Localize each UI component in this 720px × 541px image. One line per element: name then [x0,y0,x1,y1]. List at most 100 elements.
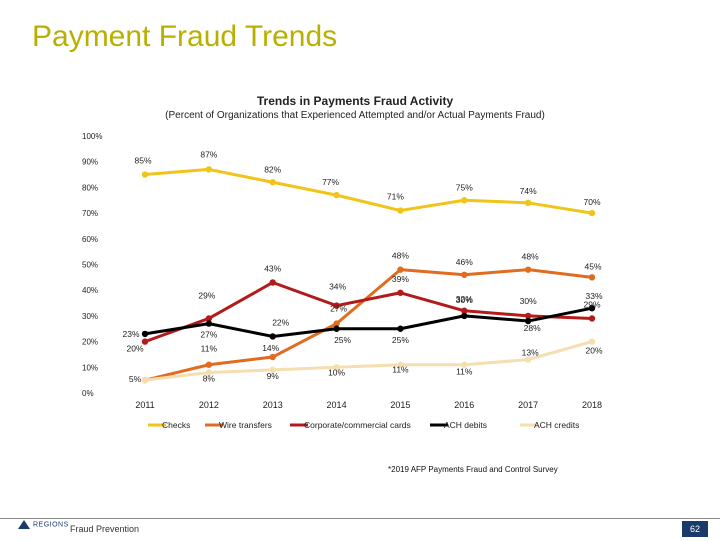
data-point-checks [333,191,340,199]
y-tick-label: 60% [82,235,98,244]
data-point-checks [141,171,149,178]
logo-triangle-icon [18,520,30,529]
x-tick-label: 2015 [390,400,410,410]
y-tick-label: 90% [82,158,98,167]
legend-label-corporate-cards: Corporate/commercial cards [304,420,411,430]
data-label-corporate-cards: 32% [456,294,473,304]
data-label-corporate-cards: 29% [583,299,600,309]
data-label-ach-debits: 23% [122,329,139,339]
data-point-ach-credits [333,364,340,371]
data-point-wire-transfers [269,353,276,361]
data-point-checks [524,199,532,207]
data-point-ach-debits [141,330,149,338]
data-label-checks: 87% [200,149,217,159]
data-point-checks [588,209,596,217]
footer-bar [0,518,720,541]
series-line-checks [144,167,593,215]
data-point-ach-credits [269,366,276,374]
data-label-corporate-cards: 20% [126,344,143,354]
data-point-wire-transfers [461,271,468,278]
y-tick-label: 80% [82,183,98,192]
y-tick-label: 20% [82,338,98,347]
data-point-corporate-cards [141,338,149,345]
data-label-ach-credits: 13% [522,348,539,358]
data-point-ach-debits [333,325,340,332]
data-label-ach-credits: 11% [456,367,473,377]
data-label-wire-transfers: 14% [262,343,279,353]
data-label-wire-transfers: 48% [522,252,539,262]
data-point-ach-debits [269,333,276,340]
chart-title: Trends in Payments Fraud Activity [256,94,454,108]
line-chart: 0% 10% 20% 30% 40% 50% 60% 70% 80% 90% 100% 2011 201… [82,132,603,430]
footer-text: Fraud Prevention [70,524,140,534]
data-label-ach-debits: 33% [585,291,602,301]
data-label-ach-credits: 20% [585,346,602,356]
y-tick-label: 10% [82,363,98,372]
series-line-corporate-cards [144,280,593,344]
legend-label-checks: Checks [162,420,190,430]
data-point-wire-transfers [333,320,340,327]
data-label-ach-debits: 28% [524,323,541,333]
data-point-corporate-cards [524,312,532,320]
data-label-ach-debits: 25% [392,335,409,345]
data-label-ach-credits: 5% [129,374,142,384]
data-point-corporate-cards [588,315,596,322]
y-tick-label: 70% [82,209,98,218]
y-tick-label: 100% [82,132,102,141]
data-point-checks [461,197,468,204]
legend-label-ach-credits: ACH credits [534,420,579,430]
y-tick-label: 40% [82,286,98,295]
x-tick-label: 2018 [582,400,602,410]
regions-logo: REGIONS [18,520,69,529]
y-tick-label: 30% [82,312,98,321]
data-label-checks: 77% [322,177,339,187]
legend-label-ach-debits: ACH debits [444,420,487,430]
x-tick-label: 2017 [518,400,538,410]
data-label-ach-debits: 30% [456,295,473,305]
data-point-wire-transfers [588,274,596,281]
legend-label-wire-transfers: Wire transfers [219,420,272,430]
data-point-checks [269,179,276,186]
data-label-corporate-cards: 34% [329,282,346,292]
logo-text: REGIONS [33,521,69,529]
page-number: 62 [682,521,708,537]
data-point-wire-transfers [524,266,532,273]
data-point-ach-credits [588,338,596,345]
data-point-ach-credits [205,369,213,376]
data-label-ach-credits: 10% [328,367,345,377]
data-label-wire-transfers: 48% [392,251,409,261]
data-label-corporate-cards: 29% [198,290,215,300]
data-label-wire-transfers: 46% [456,257,473,267]
data-label-ach-debits: 25% [334,335,351,345]
data-label-checks: 75% [456,182,473,192]
data-point-ach-credits [397,361,404,368]
x-tick-label: 2012 [199,400,219,410]
data-label-checks: 71% [387,192,404,202]
data-point-ach-debits [461,312,468,320]
data-point-checks [205,166,213,173]
x-tick-label: 2016 [454,400,474,410]
data-point-corporate-cards [461,307,468,314]
data-point-ach-debits [588,304,596,312]
data-label-checks: 70% [583,197,600,207]
data-label-corporate-cards: 30% [520,296,537,306]
x-tick-label: 2011 [135,400,154,410]
source-note: *2019 AFP Payments Fraud and Control Sur… [388,465,558,474]
data-point-ach-debits [397,325,404,332]
data-point-corporate-cards [205,315,213,322]
data-point-ach-credits [461,361,468,368]
chart-subtitle: (Percent of Organizations that Experienc… [165,110,545,121]
x-tick-label: 2014 [327,400,347,410]
data-point-checks [397,207,404,214]
data-label-checks: 74% [520,186,537,196]
data-label-wire-transfers: 45% [584,261,601,271]
slide-title: Payment Fraud Trends [32,20,338,53]
data-label-checks: 82% [264,164,281,174]
data-label-wire-transfers: 27% [330,304,347,314]
data-label-corporate-cards: 43% [264,263,281,273]
data-label-ach-credits: 9% [267,371,280,381]
y-tick-label: 0% [82,389,94,398]
data-label-wire-transfers: 11% [201,344,218,354]
data-point-corporate-cards [333,302,340,309]
data-label-ach-credits: 8% [203,373,216,383]
